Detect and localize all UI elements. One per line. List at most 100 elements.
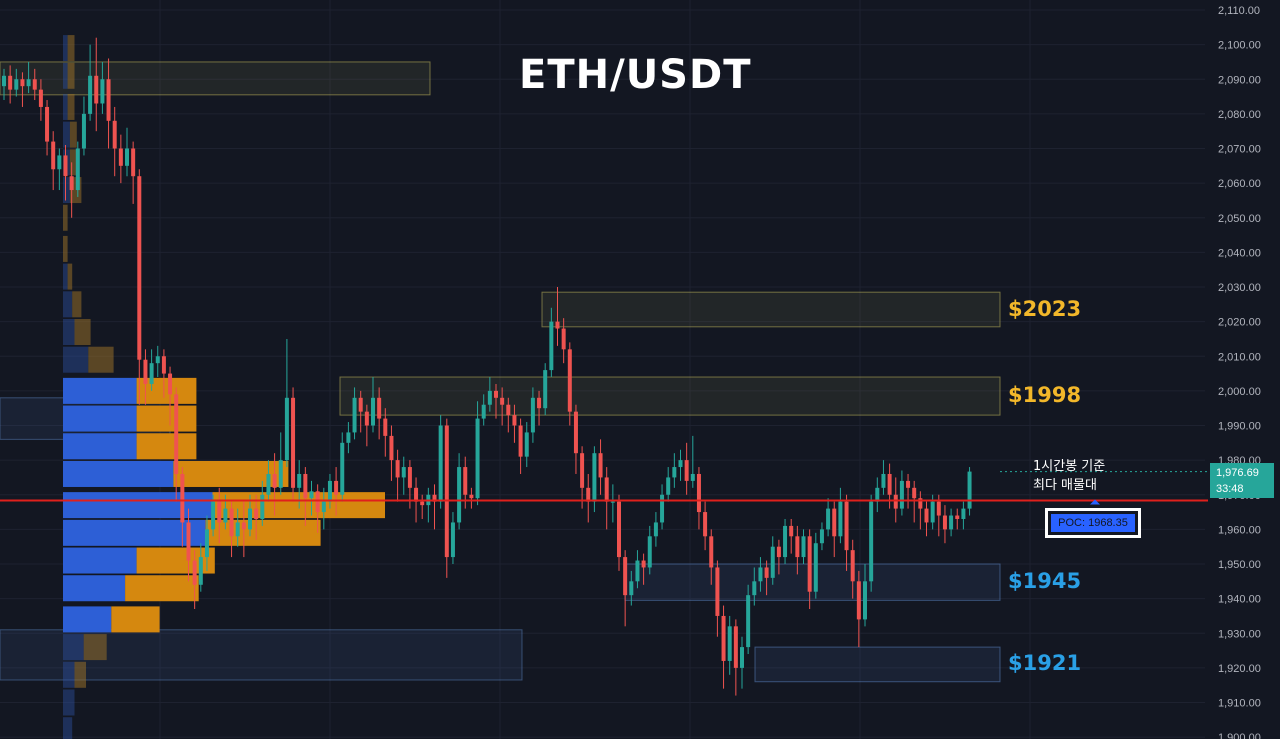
y-tick-label: 2,110.00	[1218, 5, 1260, 17]
candle-body	[666, 477, 671, 495]
candle-body	[906, 480, 911, 488]
candle-body	[118, 148, 123, 166]
candle-body	[358, 397, 363, 412]
candle-body	[660, 494, 665, 523]
poc-line	[0, 471, 1208, 505]
candle-body	[955, 515, 960, 519]
candle-body	[161, 356, 166, 374]
volume-bar-down	[136, 433, 197, 460]
candle-body	[653, 522, 658, 537]
y-tick-label: 2,080.00	[1218, 109, 1261, 121]
candle-body	[266, 473, 271, 495]
candle-body	[924, 508, 929, 523]
candle-body	[100, 79, 105, 104]
volume-bar-down	[63, 235, 68, 262]
bar-countdown: 33:48	[1216, 483, 1244, 495]
candle-body	[912, 487, 917, 499]
candle-body	[143, 359, 148, 384]
candle-body	[371, 397, 375, 426]
candle-body	[494, 390, 498, 398]
candle-body	[936, 501, 941, 516]
candles	[2, 37, 972, 696]
candle-body	[38, 89, 43, 107]
candle-body	[20, 79, 25, 87]
y-tick-label: 2,000.00	[1218, 386, 1261, 398]
candle-body	[432, 494, 437, 502]
candle-body	[241, 522, 246, 530]
volume-bar-up	[63, 433, 137, 460]
volume-bar-up	[63, 263, 68, 290]
volume-bar-up	[63, 519, 206, 546]
candle-body	[149, 363, 154, 384]
candle-body	[309, 491, 314, 499]
candle-body	[881, 473, 886, 488]
candle-body	[112, 120, 117, 149]
zone-label-1921: $1921	[1008, 651, 1082, 676]
candle-body	[26, 79, 31, 87]
candle-body	[561, 328, 566, 350]
candle-body	[155, 356, 160, 364]
candle-body	[75, 148, 80, 191]
candle-body	[801, 536, 806, 558]
candle-body	[198, 557, 203, 585]
candle-body	[278, 460, 283, 488]
candle-body	[51, 141, 56, 170]
volume-bar-up	[63, 547, 137, 574]
candle-body	[457, 467, 462, 523]
candle-body	[887, 473, 892, 495]
candle-body	[703, 512, 708, 537]
candle-body	[137, 176, 142, 360]
candle-body	[740, 647, 744, 668]
candle-body	[14, 79, 19, 90]
poc-pointer	[1090, 499, 1100, 505]
candle-body	[715, 567, 720, 616]
candle-body	[315, 491, 320, 513]
zone-support-1921	[754, 646, 1001, 683]
y-tick-label: 2,020.00	[1218, 317, 1261, 329]
candle-body	[2, 75, 6, 87]
candle-body	[518, 425, 523, 457]
candle-body	[297, 473, 302, 488]
candle-body	[573, 411, 578, 454]
candle-body	[844, 501, 849, 551]
candle-body	[45, 106, 50, 142]
volume-bar-down	[69, 121, 77, 148]
zone-support-1945	[624, 563, 1001, 601]
candle-body	[690, 473, 695, 481]
candle-body	[450, 522, 455, 558]
candle-body	[463, 467, 468, 495]
candle-body	[481, 404, 486, 419]
candle-body	[223, 508, 228, 523]
volume-bar-up	[63, 405, 137, 432]
zone-label-2023: $2023	[1008, 296, 1082, 321]
candle-body	[899, 480, 904, 509]
volume-bar-down	[74, 661, 86, 688]
volume-bar-down	[67, 263, 73, 290]
candle-body	[684, 460, 689, 481]
candle-body	[543, 370, 548, 409]
candle-body	[610, 501, 615, 503]
candle-body	[420, 501, 425, 506]
annotation: 1시간봉 기준 최다 매물대	[1033, 457, 1105, 495]
candle-body	[795, 536, 800, 558]
volume-bar-down	[88, 346, 114, 373]
zone-resistance-2023	[541, 291, 1001, 328]
volume-bar-up	[63, 93, 68, 120]
candle-body	[327, 480, 332, 502]
volume-bar-down	[63, 204, 68, 231]
price-axis: 2,110.00 2,100.00 2,090.00 2,080.00 2,070.00…	[1218, 5, 1261, 739]
candle-body	[248, 508, 252, 530]
candle-body	[746, 595, 751, 648]
volume-bar-down	[136, 405, 197, 432]
candle-body	[272, 473, 277, 488]
candle-body	[469, 494, 474, 499]
candle-body	[524, 432, 529, 457]
y-tick-label: 1,950.00	[1218, 559, 1261, 571]
candle-body	[918, 498, 923, 509]
volume-bar-down	[69, 149, 80, 176]
candle-body	[32, 79, 37, 90]
volume-bar-down	[67, 35, 75, 62]
candle-body	[696, 473, 701, 513]
